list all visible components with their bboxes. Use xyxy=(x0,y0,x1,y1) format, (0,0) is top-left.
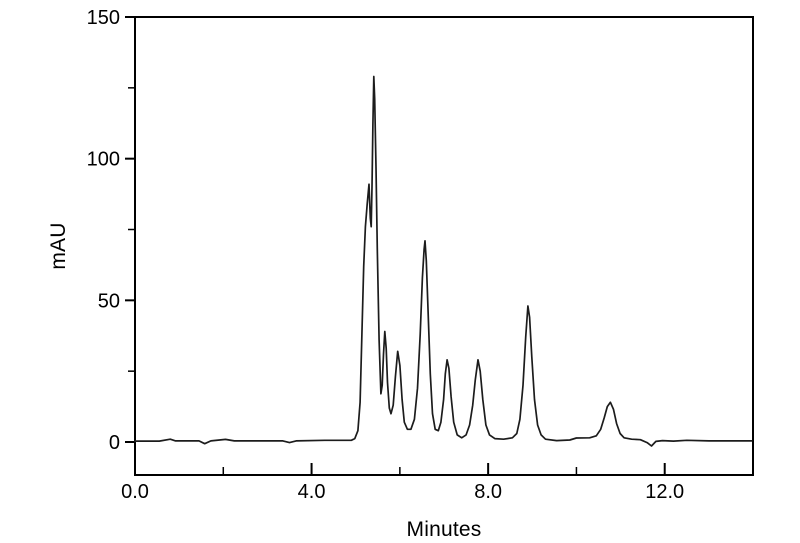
x-tick-label: 12.0 xyxy=(645,481,684,503)
y-tick-label: 150 xyxy=(87,7,120,29)
x-tick-label: 8.0 xyxy=(474,481,502,503)
y-tick-label: 0 xyxy=(109,432,120,454)
y-tick-label: 100 xyxy=(87,149,120,171)
x-tick-label: 0.0 xyxy=(121,481,149,503)
x-axis-title: Minutes xyxy=(406,518,482,541)
y-axis-title: mAU xyxy=(47,222,70,270)
axes-frame xyxy=(134,16,754,476)
y-tick-label: 50 xyxy=(98,290,120,312)
x-tick-label: 4.0 xyxy=(298,481,326,503)
chromatogram-trace xyxy=(134,75,753,447)
